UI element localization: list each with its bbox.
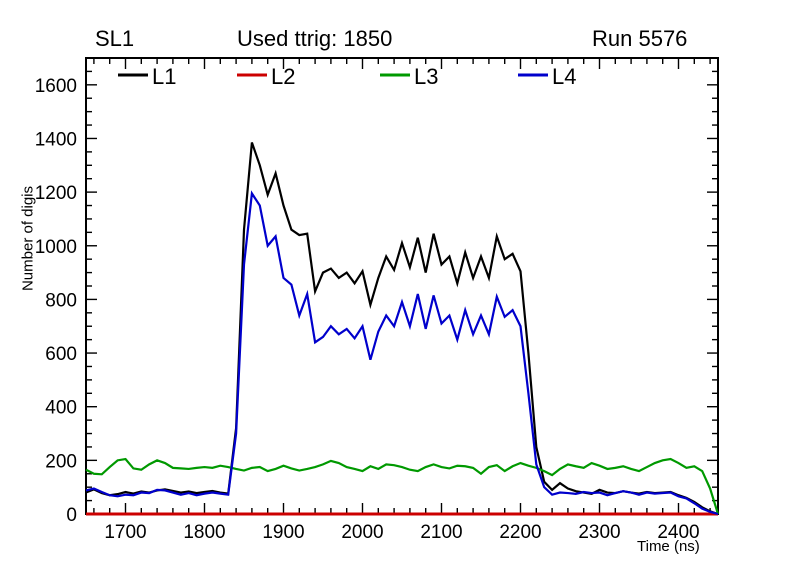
data-series-group <box>85 142 720 516</box>
y-tick-label-2: 400 <box>45 398 77 419</box>
y-tick-label-8: 1600 <box>35 76 77 97</box>
x-tick-label-4: 2100 <box>420 522 462 543</box>
series-line-l1 <box>85 142 719 516</box>
legend-label-l3: L3 <box>414 64 438 89</box>
header-run-label: Run 5576 <box>592 26 688 51</box>
x-tick-label-5: 2200 <box>499 522 541 543</box>
y-axis-ticks <box>86 57 718 515</box>
header-ttrig-label: Used ttrig: 1850 <box>237 26 393 51</box>
plot-frame <box>85 57 719 515</box>
legend-label-l1: L1 <box>152 64 176 89</box>
series-line-l3 <box>85 457 720 515</box>
y-tick-label-7: 1400 <box>35 129 77 150</box>
x-tick-label-7: 2400 <box>657 522 699 543</box>
series-line-l4 <box>85 190 719 516</box>
header-superlayer-label: SL1 <box>95 26 135 51</box>
x-axis-title: Time (ns) <box>637 538 700 555</box>
y-tick-label-5: 1000 <box>35 237 77 258</box>
y-tick-label-4: 800 <box>45 290 77 311</box>
y-axis-tick-labels: 0 200 400 600 800 1000 1200 1400 1600 <box>35 76 77 526</box>
y-axis-title: Number of digis <box>19 185 37 292</box>
x-tick-label-0: 1700 <box>104 522 146 543</box>
x-axis-tick-labels: 1700 1800 1900 2000 2100 2200 2300 2400 <box>104 522 699 543</box>
y-tick-label-1: 200 <box>45 451 77 472</box>
x-tick-label-3: 2000 <box>341 522 383 543</box>
x-axis-ticks <box>93 58 711 514</box>
y-tick-label-0: 0 <box>66 505 77 526</box>
y-tick-label-6: 1200 <box>35 183 77 204</box>
legend-label-l4: L4 <box>552 64 576 89</box>
y-tick-label-3: 600 <box>45 344 77 365</box>
x-tick-label-1: 1800 <box>183 522 225 543</box>
x-tick-label-6: 2300 <box>578 522 620 543</box>
legend-label-l2: L2 <box>271 64 295 89</box>
legend: L1 L2 L3 L4 <box>118 64 576 89</box>
x-tick-label-2: 1900 <box>262 522 304 543</box>
